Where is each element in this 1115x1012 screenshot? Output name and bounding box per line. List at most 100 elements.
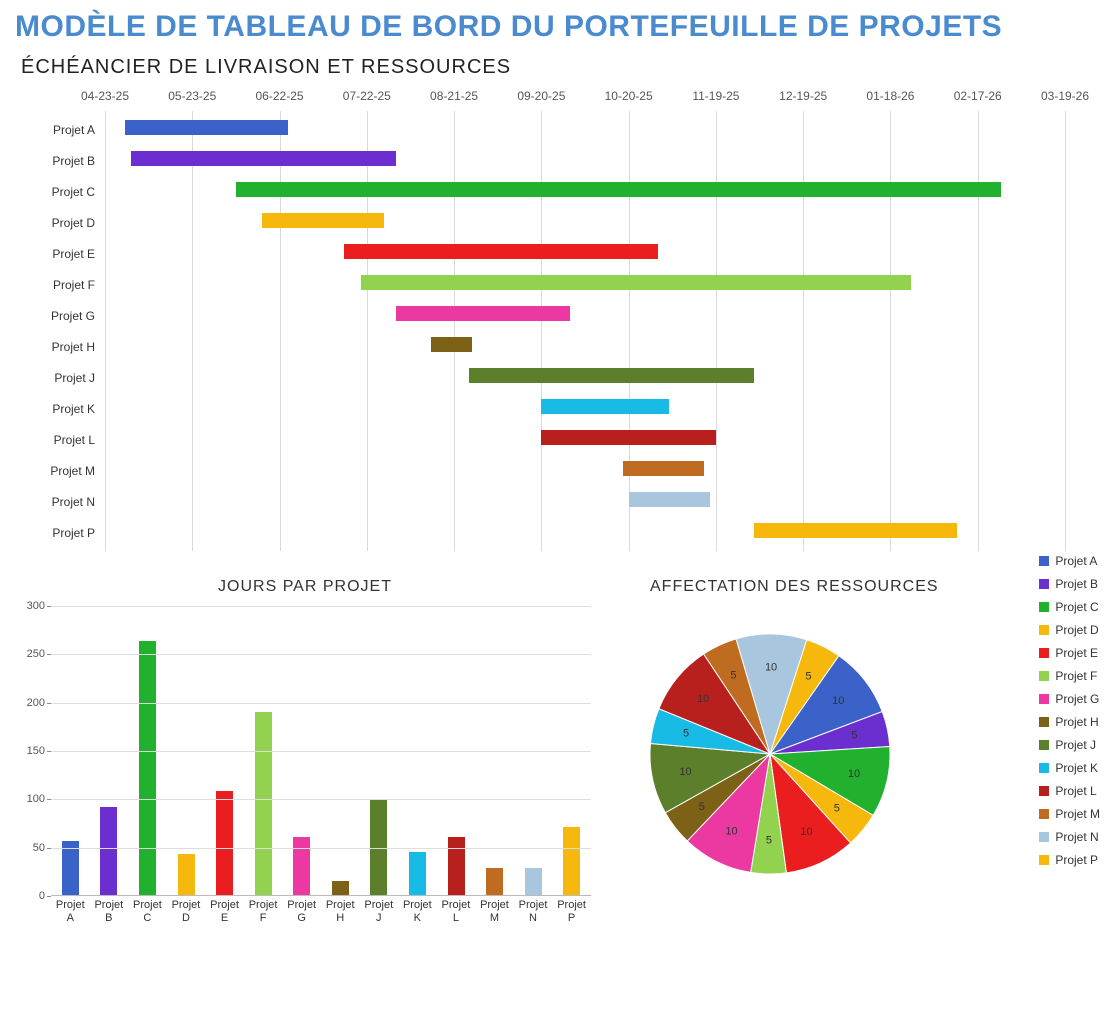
bar-xlabel: ProjetK: [398, 896, 437, 924]
legend-item: Projet J: [1039, 738, 1100, 752]
pie-slice-label: 10: [800, 826, 812, 838]
pie-chart-title: AFFECTATION DES RESSOURCES: [650, 578, 1019, 596]
gantt-bar: [262, 213, 384, 228]
legend-item: Projet N: [1039, 830, 1100, 844]
bar-xlabel: ProjetB: [90, 896, 129, 924]
gantt-bar: [469, 368, 754, 383]
legend-item: Projet P: [1039, 853, 1100, 867]
gantt-bar: [431, 337, 472, 352]
bar-xlabel: ProjetG: [282, 896, 321, 924]
bar-xlabel: ProjetJ: [360, 896, 399, 924]
gantt-row: Projet G: [105, 303, 1065, 334]
gantt-date-label: 07-22-25: [343, 89, 391, 103]
legend-label: Projet B: [1055, 577, 1098, 591]
legend-swatch: [1039, 602, 1049, 612]
bar-xlabel: ProjetM: [475, 896, 514, 924]
bar-column: [563, 827, 580, 895]
gantt-row: Projet N: [105, 489, 1065, 520]
gantt-bar: [629, 492, 710, 507]
legend-swatch: [1039, 717, 1049, 727]
gantt-row-label: Projet L: [25, 433, 95, 447]
legend-swatch: [1039, 625, 1049, 635]
gantt-date-label: 08-21-25: [430, 89, 478, 103]
bar-ytick: 0: [17, 890, 45, 902]
bar-ytick: 200: [17, 697, 45, 709]
gantt-date-label: 11-19-25: [692, 89, 739, 103]
gantt-bar: [125, 120, 288, 135]
legend-label: Projet E: [1055, 646, 1098, 660]
gantt-row: Projet A: [105, 117, 1065, 148]
bar-tick-mark: [47, 848, 51, 849]
gantt-row: Projet F: [105, 272, 1065, 303]
legend-label: Projet K: [1055, 761, 1098, 775]
bar-tick-mark: [47, 703, 51, 704]
bar-column: [293, 837, 310, 895]
gantt-row-label: Projet N: [25, 495, 95, 509]
legend-item: Projet K: [1039, 761, 1100, 775]
gantt-row: Projet H: [105, 334, 1065, 365]
gantt-bar: [623, 461, 704, 476]
bar-tick-mark: [47, 654, 51, 655]
legend-label: Projet C: [1055, 600, 1098, 614]
legend-item: Projet M: [1039, 807, 1100, 821]
gantt-row-label: Projet K: [25, 402, 95, 416]
legend-item: Projet C: [1039, 600, 1100, 614]
bar-tick-mark: [47, 799, 51, 800]
gantt-date-label: 01-18-26: [866, 89, 914, 103]
bar-gridline: [51, 751, 591, 752]
gantt-row-label: Projet H: [25, 340, 95, 354]
bar-ytick: 250: [17, 648, 45, 660]
legend-label: Projet F: [1055, 669, 1097, 683]
gantt-row: Projet K: [105, 396, 1065, 427]
gantt-row-label: Projet C: [25, 185, 95, 199]
pie-panel: AFFECTATION DES RESSOURCES 1051051051051…: [620, 578, 1100, 924]
gantt-date-label: 10-20-25: [605, 89, 653, 103]
legend-swatch: [1039, 832, 1049, 842]
gantt-row: Projet J: [105, 365, 1065, 396]
bar-ytick: 100: [17, 793, 45, 805]
bar-tick-mark: [47, 606, 51, 607]
gantt-row-label: Projet D: [25, 216, 95, 230]
bar-chart: JOURS PAR PROJET 050100150200250300 Proj…: [15, 578, 595, 924]
bar-ytick: 300: [17, 600, 45, 612]
legend-item: Projet G: [1039, 692, 1100, 706]
bar-gridline: [51, 848, 591, 849]
bar-column: [100, 807, 117, 895]
legend-label: Projet M: [1055, 807, 1100, 821]
pie-slice-label: 5: [683, 728, 689, 740]
legend-item: Projet F: [1039, 669, 1100, 683]
gantt-row-label: Projet J: [25, 371, 95, 385]
gantt-body: Projet AProjet BProjet CProjet DProjet E…: [105, 111, 1065, 551]
bar-column: [448, 837, 465, 895]
legend-item: Projet L: [1039, 784, 1100, 798]
gantt-date-label: 02-17-26: [954, 89, 1002, 103]
legend-swatch: [1039, 855, 1049, 865]
legend-swatch: [1039, 648, 1049, 658]
bar-gridline: [51, 799, 591, 800]
gantt-row-label: Projet E: [25, 247, 95, 261]
gantt-row-label: Projet B: [25, 154, 95, 168]
bar-gridline: [51, 703, 591, 704]
pie-slice-label: 5: [851, 730, 857, 742]
bar-column: [332, 881, 349, 895]
gantt-chart: 04-23-2505-23-2506-22-2507-22-2508-21-25…: [25, 89, 1090, 564]
page-title: MODÈLE DE TABLEAU DE BORD DU PORTEFEUILL…: [15, 10, 1100, 44]
gantt-row: Projet P: [105, 520, 1065, 551]
legend-swatch: [1039, 763, 1049, 773]
gantt-gridline: [1065, 111, 1066, 551]
bar-column: [409, 852, 426, 895]
pie-slice-label: 10: [697, 693, 709, 705]
bar-xlabel: ProjetA: [51, 896, 90, 924]
pie-slice-label: 10: [765, 662, 777, 674]
legend-label: Projet D: [1055, 623, 1098, 637]
legend-label: Projet H: [1055, 715, 1098, 729]
gantt-row: Projet L: [105, 427, 1065, 458]
legend-label: Projet G: [1055, 692, 1099, 706]
bar-tick-mark: [47, 751, 51, 752]
bar-column: [62, 841, 79, 895]
legend-swatch: [1039, 809, 1049, 819]
pie-chart: 105105105105105105105: [620, 604, 920, 904]
gantt-bar: [236, 182, 1001, 197]
bar-xlabel: ProjetP: [552, 896, 591, 924]
gantt-bar: [754, 523, 958, 538]
